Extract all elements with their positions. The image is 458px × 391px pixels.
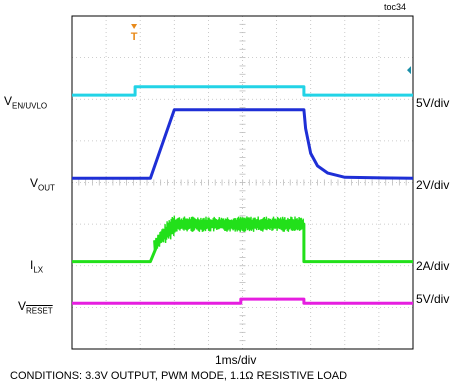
grid <box>71 15 414 350</box>
conditions-text: CONDITIONS: 3.3V OUTPUT, PWM MODE, 1.1Ω … <box>10 370 348 382</box>
trace-i-lx-ripple <box>153 215 305 250</box>
traces <box>72 85 414 305</box>
trace-v-en-uvlo <box>72 85 413 97</box>
scale-i-lx: 2A/div <box>416 259 450 273</box>
scale-v-en-uvlo: 5V/div <box>416 96 450 110</box>
markers: T <box>131 24 411 75</box>
trace-v-out <box>72 108 414 180</box>
trigger-label: T <box>131 31 138 43</box>
label-v-reset: VRESET <box>18 299 53 316</box>
x-scale-label: 1ms/div <box>215 353 257 367</box>
label-v-out: VOUT <box>30 176 55 193</box>
scale-v-out: 2V/div <box>416 178 450 192</box>
figure-id: toc34 <box>384 2 407 12</box>
label-v-en-uvlo: VEN/UVLO <box>4 94 48 111</box>
plot-frame <box>71 15 414 350</box>
scale-v-reset: 5V/div <box>416 292 450 306</box>
label-i-lx: ILX <box>30 258 44 275</box>
trace-v-reset <box>72 297 413 305</box>
reference-arrow <box>407 66 411 75</box>
trigger-arrow <box>131 24 138 29</box>
